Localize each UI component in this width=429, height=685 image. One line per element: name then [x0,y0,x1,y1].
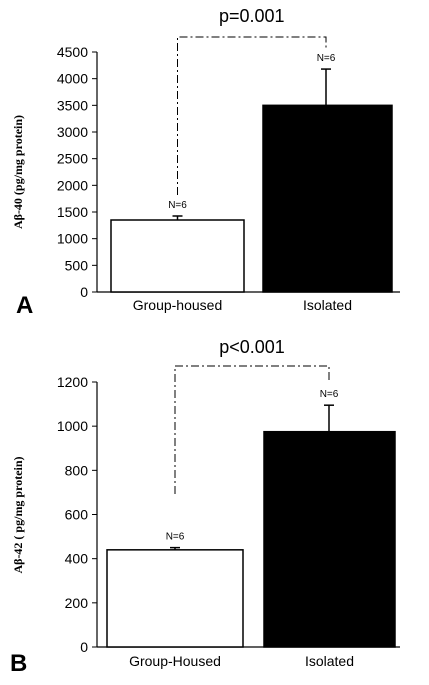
y-tick-label: 1200 [57,374,88,390]
significance-bracket [174,365,330,494]
y-tick-label: 4500 [57,44,88,60]
p-value-label: p<0.001 [219,337,285,357]
p-value-label: p=0.001 [219,6,285,26]
y-tick-label: 800 [65,462,89,478]
panel-a-chart: 0 500 1000 1500 2000 2500 3000 3500 4000 4500 Aβ-4… [11,6,400,319]
y-tick-label: 400 [65,551,89,567]
y-tick-label: 600 [65,507,89,523]
y-tick-label: 500 [65,257,89,273]
n-label: N=6 [320,389,339,400]
n-label: N=6 [166,532,185,543]
y-tick-label: 0 [80,639,88,655]
panel-label: B [10,650,27,677]
y-tick-label: 0 [80,284,88,300]
y-tick-label: 4000 [57,71,88,87]
y-axis-label: Aβ-40 (pg/mg protein) [11,115,25,229]
category-label: Group-housed [133,297,223,313]
y-tick-label: 1000 [57,418,88,434]
y-tick-label: 3500 [57,97,88,113]
bar [262,104,393,293]
panel-label: A [16,292,33,319]
panel-b-chart: 0 200 400 600 800 1000 1200 Aβ-42 ( pg/mg prote… [10,337,400,677]
category-label: Isolated [303,297,352,313]
y-tick-label: 1000 [57,231,88,247]
category-label: Group-Housed [129,653,221,669]
bar [106,549,244,648]
y-tick-label: 3000 [57,124,88,140]
category-label: Isolated [305,653,354,669]
bar [110,219,245,293]
y-axis-label: Aβ-42 ( pg/mg protein) [11,456,25,573]
y-tick-label: 1500 [57,204,88,220]
n-label: N=6 [317,53,336,64]
y-tick-label: 2500 [57,151,88,167]
y-tick-label: 200 [65,595,89,611]
y-tick-label: 2000 [57,177,88,193]
bar [263,430,396,648]
n-label: N=6 [168,200,187,211]
